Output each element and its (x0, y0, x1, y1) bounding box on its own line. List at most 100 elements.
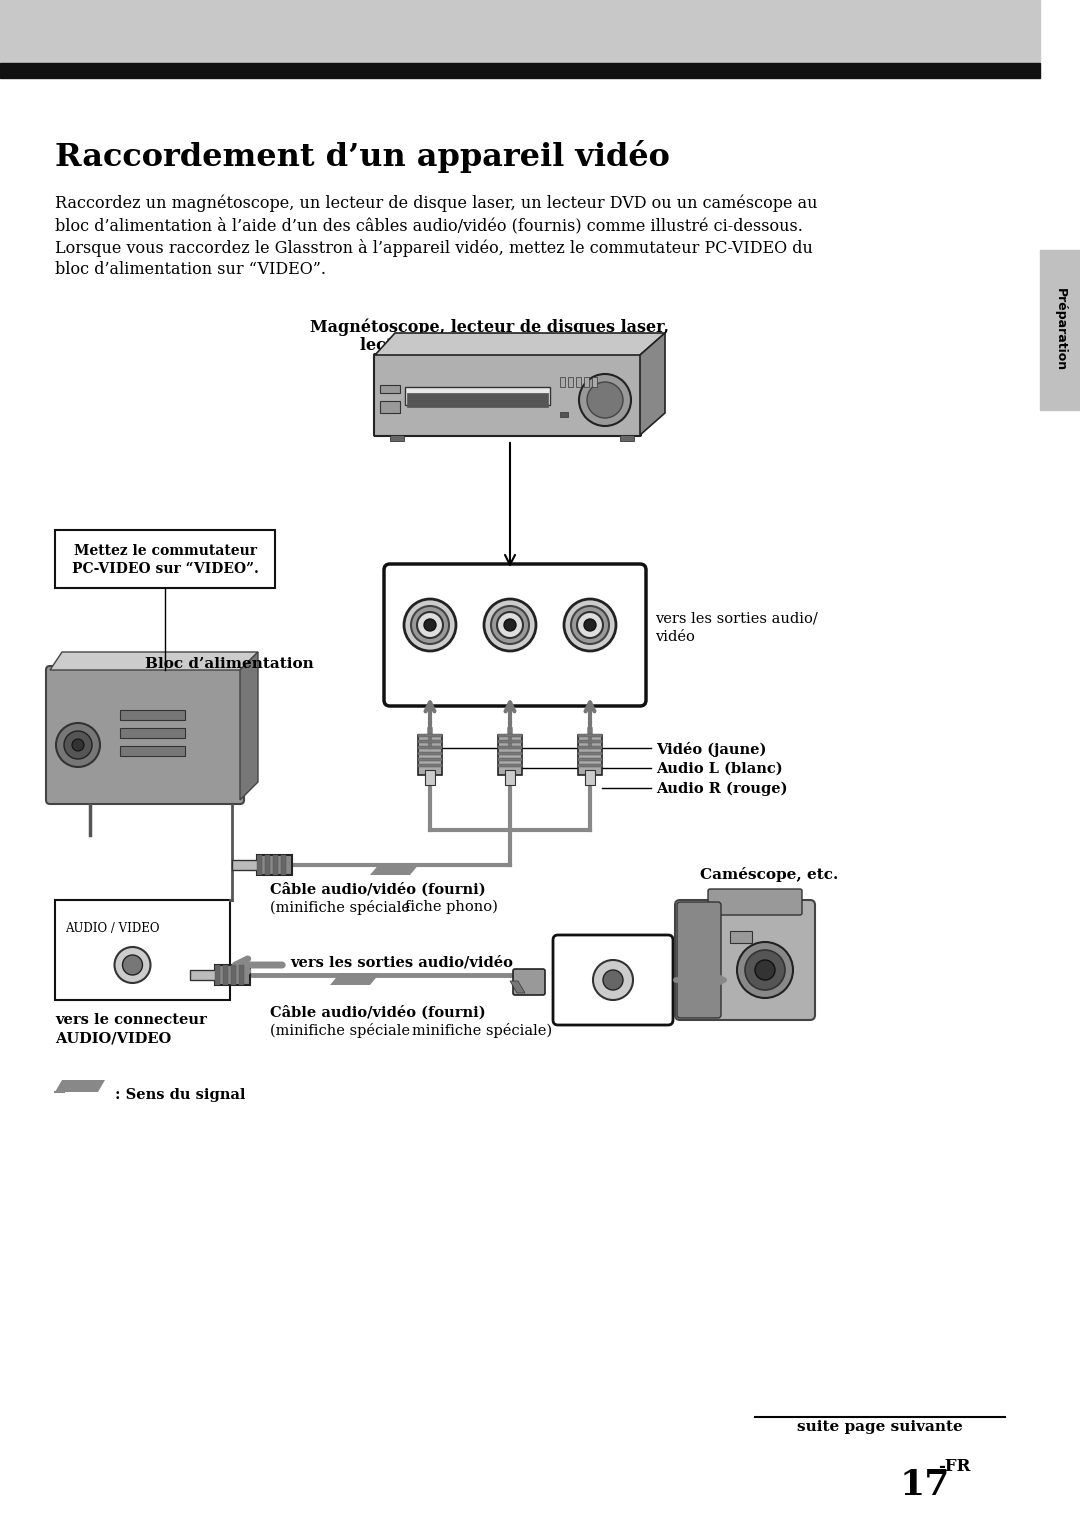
Text: Mettez le commutateur: Mettez le commutateur (73, 544, 257, 558)
Bar (1040, 251, 1080, 410)
Bar (380, 401, 400, 413)
Text: Vidéo (jaune): Vidéo (jaune) (656, 742, 767, 757)
FancyBboxPatch shape (374, 355, 642, 436)
Text: lecteur DVD, caméscope, etc.: lecteur DVD, caméscope, etc. (360, 336, 621, 355)
Text: Câble audio/vidéo (fourni): Câble audio/vidéo (fourni) (270, 1005, 486, 1020)
Circle shape (491, 605, 529, 644)
Bar (239, 965, 244, 985)
Bar (390, 434, 404, 440)
Bar (55, 901, 230, 1000)
Bar (418, 764, 442, 768)
Circle shape (114, 946, 150, 983)
Bar (498, 735, 522, 775)
Bar (281, 855, 286, 875)
Bar (265, 855, 270, 875)
Circle shape (755, 960, 775, 980)
Text: Préparation: Préparation (1053, 289, 1067, 372)
Circle shape (603, 969, 623, 989)
Bar (273, 855, 278, 875)
FancyBboxPatch shape (553, 936, 673, 1024)
Text: Lorsque vous raccordez le Glasstron à l’appareil vidéo, mettez le commutateur PC: Lorsque vous raccordez le Glasstron à l’… (55, 239, 813, 257)
Bar (380, 385, 400, 393)
Circle shape (584, 619, 596, 631)
Polygon shape (375, 333, 665, 355)
Text: suite page suivante: suite page suivante (797, 1420, 963, 1434)
Bar (498, 758, 522, 761)
Text: bloc d’alimentation sur “VIDEO”.: bloc d’alimentation sur “VIDEO”. (55, 261, 326, 278)
Circle shape (504, 619, 516, 631)
Circle shape (497, 612, 523, 638)
Polygon shape (640, 333, 665, 434)
Bar (418, 758, 442, 761)
Bar (120, 728, 185, 739)
Bar (578, 758, 602, 761)
FancyBboxPatch shape (675, 901, 815, 1020)
Bar (232, 859, 260, 870)
Bar (578, 734, 602, 737)
Bar (578, 752, 602, 755)
Circle shape (745, 950, 785, 989)
Bar (498, 764, 522, 768)
Bar (120, 709, 185, 720)
Bar (561, 411, 568, 417)
Bar (407, 393, 548, 407)
Bar (576, 378, 581, 387)
Text: bloc d’alimentation à l’aide d’un des câbles audio/vidéo (fournis) comme illustr: bloc d’alimentation à l’aide d’un des câ… (55, 217, 802, 234)
Text: Raccordez un magnétoscope, un lecteur de disque laser, un lecteur DVD ou un camé: Raccordez un magnétoscope, un lecteur de… (55, 196, 818, 213)
Text: vidéo: vidéo (654, 630, 694, 644)
Polygon shape (50, 651, 258, 670)
Circle shape (484, 599, 536, 651)
Bar (257, 855, 292, 875)
FancyBboxPatch shape (46, 667, 244, 804)
Bar (578, 764, 602, 768)
Bar (578, 746, 602, 749)
Text: vers le connecteur: vers le connecteur (55, 1014, 206, 1027)
Bar (0, 0, 1040, 63)
Circle shape (571, 605, 609, 644)
FancyBboxPatch shape (677, 902, 721, 1018)
Bar (498, 752, 522, 755)
Circle shape (588, 382, 623, 417)
Circle shape (593, 960, 633, 1000)
Polygon shape (55, 1079, 105, 1092)
Text: 17: 17 (900, 1468, 950, 1501)
Text: vers les sorties audio/vidéo: vers les sorties audio/vidéo (291, 956, 513, 969)
Bar (55, 531, 275, 589)
Bar (190, 969, 218, 980)
Bar (592, 378, 597, 387)
Circle shape (56, 723, 100, 768)
Circle shape (417, 612, 443, 638)
Bar (498, 740, 522, 743)
Text: Câble audio/vidéo (fourni): Câble audio/vidéo (fourni) (270, 882, 486, 896)
Bar (0, 63, 1040, 78)
Circle shape (564, 599, 616, 651)
Circle shape (579, 375, 631, 427)
FancyBboxPatch shape (384, 564, 646, 706)
Bar (498, 746, 522, 749)
Circle shape (122, 956, 143, 976)
Text: vers les sorties audio/: vers les sorties audio/ (654, 612, 818, 625)
Text: Raccordement d’un appareil vidéo: Raccordement d’un appareil vidéo (55, 141, 670, 173)
Bar (231, 965, 237, 985)
Text: Bloc d’alimentation: Bloc d’alimentation (145, 657, 314, 671)
Bar (215, 965, 220, 985)
Text: fiche phono): fiche phono) (405, 901, 498, 914)
Circle shape (64, 731, 92, 758)
Circle shape (72, 739, 84, 751)
Circle shape (411, 605, 449, 644)
Polygon shape (510, 982, 525, 992)
Text: AUDIO / VIDEO: AUDIO / VIDEO (65, 922, 160, 936)
Text: PC-VIDEO sur “VIDEO”.: PC-VIDEO sur “VIDEO”. (71, 563, 258, 576)
Circle shape (577, 612, 603, 638)
Bar (418, 752, 442, 755)
Circle shape (737, 942, 793, 998)
Bar (568, 378, 573, 387)
Circle shape (404, 599, 456, 651)
Bar (585, 771, 595, 784)
Text: Audio L (blanc): Audio L (blanc) (656, 761, 783, 777)
Bar (561, 378, 565, 387)
Bar (257, 855, 262, 875)
Polygon shape (240, 651, 258, 800)
Bar (418, 734, 442, 737)
Text: Magnétoscope, lecteur de disques laser,: Magnétoscope, lecteur de disques laser, (311, 318, 670, 335)
